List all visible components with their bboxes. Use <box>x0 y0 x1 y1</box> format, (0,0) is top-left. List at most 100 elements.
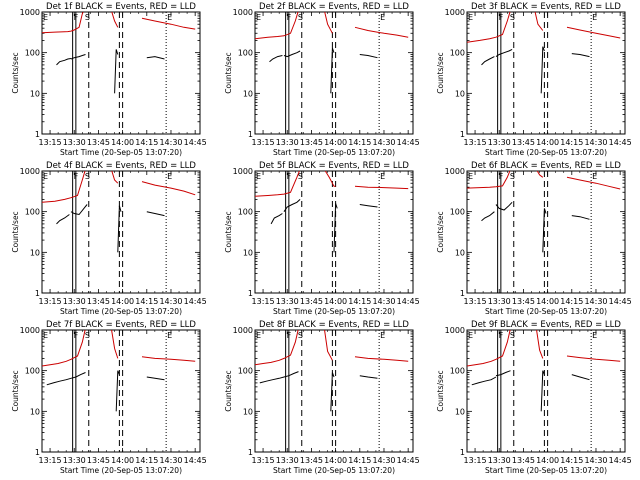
lld-rate-line <box>141 181 196 196</box>
segment-flag: F <box>499 331 504 340</box>
segment-flag: E <box>256 13 261 22</box>
x-tick-label: 13:45 <box>512 456 535 465</box>
x-tick-label: 14:00 <box>536 297 559 306</box>
x-tick-label: 13:15 <box>39 297 62 306</box>
lld-rate-line <box>42 171 86 203</box>
x-tick-label: 13:45 <box>512 297 535 306</box>
panel-det-4: Det 4f BLACK = Events, RED = LLD 1 10 100 10… <box>11 161 207 316</box>
lld-rate-line <box>467 12 511 43</box>
y-axis-label: Counts/sec <box>436 52 445 93</box>
x-tick-label: 13:30 <box>276 297 299 306</box>
lld-rate-line <box>354 356 409 362</box>
y-tick-label: 1000 <box>20 326 40 335</box>
x-axis-label: Start Time (20-Sep-05 13:07:20) <box>60 466 182 475</box>
y-tick-label: 1000 <box>233 326 253 335</box>
x-tick-label: 13:45 <box>87 138 110 147</box>
x-tick-label: 13:45 <box>87 297 110 306</box>
lld-rate-line <box>42 330 86 367</box>
y-tick-label: 1 <box>460 448 465 457</box>
events-rate-line <box>571 374 590 381</box>
lld-rate-line <box>255 330 299 366</box>
x-tick-label: 14:45 <box>397 138 420 147</box>
events-rate-line <box>283 199 301 212</box>
events-rate-line <box>70 372 86 379</box>
x-tick-label: 13:45 <box>300 456 323 465</box>
y-axis-label: Counts/sec <box>11 52 20 93</box>
x-tick-label: 14:15 <box>348 297 371 306</box>
x-tick-label: 14:30 <box>372 456 395 465</box>
events-rate-line <box>146 211 165 217</box>
lld-rate-line <box>141 17 196 30</box>
x-tick-label: 14:30 <box>584 456 607 465</box>
y-tick-label: 10 <box>455 89 465 98</box>
y-axis-label: Counts/sec <box>224 52 233 93</box>
segment-flag: S <box>510 172 515 181</box>
lld-rate-line <box>467 330 511 367</box>
y-tick-label: 1 <box>248 289 253 298</box>
panel-det-5: Det 5f BLACK = Events, RED = LLD 1 10 100 10… <box>224 161 420 316</box>
y-tick-label: 1 <box>248 448 253 457</box>
x-tick-label: 14:15 <box>560 456 583 465</box>
y-tick-label: 1000 <box>445 326 465 335</box>
events-rate-line <box>333 203 338 253</box>
y-tick-label: 100 <box>238 208 253 217</box>
y-tick-label: 100 <box>450 49 465 58</box>
y-axis-label: Counts/sec <box>11 370 20 411</box>
segment-flag: F <box>499 172 504 181</box>
y-tick-label: 1 <box>35 448 40 457</box>
plot-frame <box>254 170 414 294</box>
events-rate-line <box>495 48 513 58</box>
events-rate-line <box>283 371 299 378</box>
segment-flag: F <box>287 172 292 181</box>
events-rate-line <box>269 55 283 63</box>
lld-rate-line <box>566 26 621 39</box>
y-tick-label: 10 <box>243 248 253 257</box>
panel-title: Det 5f BLACK = Events, RED = LLD <box>259 161 409 171</box>
segment-flag: S <box>298 331 303 340</box>
y-axis-label: Counts/sec <box>436 211 445 252</box>
y-axis-label: Counts/sec <box>224 211 233 252</box>
x-tick-label: 14:45 <box>609 456 632 465</box>
x-tick-label: 14:00 <box>324 297 347 306</box>
segment-flag: E <box>43 13 48 22</box>
x-axis-label: Start Time (20-Sep-05 13:07:20) <box>273 466 395 475</box>
y-tick-label: 1000 <box>233 8 253 17</box>
y-tick-label: 100 <box>25 367 40 376</box>
x-tick-label: 14:30 <box>372 297 395 306</box>
plot-frame <box>466 170 626 294</box>
lld-rate-line <box>566 355 621 362</box>
y-tick-label: 100 <box>450 208 465 217</box>
events-rate-line <box>481 56 495 66</box>
x-tick-label: 14:15 <box>135 297 158 306</box>
y-tick-label: 100 <box>25 49 40 58</box>
lld-rate-line <box>324 171 336 187</box>
segment-flag: F <box>499 13 504 22</box>
x-tick-label: 13:30 <box>63 138 86 147</box>
y-tick-label: 100 <box>25 208 40 217</box>
y-tick-label: 1 <box>248 130 253 139</box>
y-tick-label: 1000 <box>20 167 40 176</box>
x-tick-label: 13:15 <box>39 456 62 465</box>
x-tick-label: 13:15 <box>39 138 62 147</box>
segment-flag: S <box>510 13 515 22</box>
events-rate-line <box>495 201 513 211</box>
x-tick-label: 13:15 <box>252 138 275 147</box>
x-axis-label: Start Time (20-Sep-05 13:07:20) <box>273 148 395 157</box>
plot-frame <box>466 329 626 453</box>
x-tick-label: 13:15 <box>464 297 487 306</box>
lld-rate-line <box>111 330 119 359</box>
segment-flag: E <box>592 331 597 340</box>
panel-det-8: Det 8f BLACK = Events, RED = LLD 1 10 100 10… <box>224 320 420 475</box>
lld-rate-line <box>255 171 300 197</box>
y-axis-label: Counts/sec <box>11 211 20 252</box>
y-tick-label: 1 <box>460 289 465 298</box>
x-tick-label: 13:45 <box>300 297 323 306</box>
x-tick-label: 14:00 <box>324 456 347 465</box>
segment-flag: F <box>74 13 79 22</box>
panel-det-6: Det 6f BLACK = Events, RED = LLD 1 10 100 10… <box>436 161 632 316</box>
segment-flag: E <box>256 172 261 181</box>
lld-rate-line <box>534 12 544 31</box>
segment-flag: S <box>510 331 515 340</box>
y-tick-label: 1000 <box>233 167 253 176</box>
y-tick-label: 10 <box>30 248 40 257</box>
